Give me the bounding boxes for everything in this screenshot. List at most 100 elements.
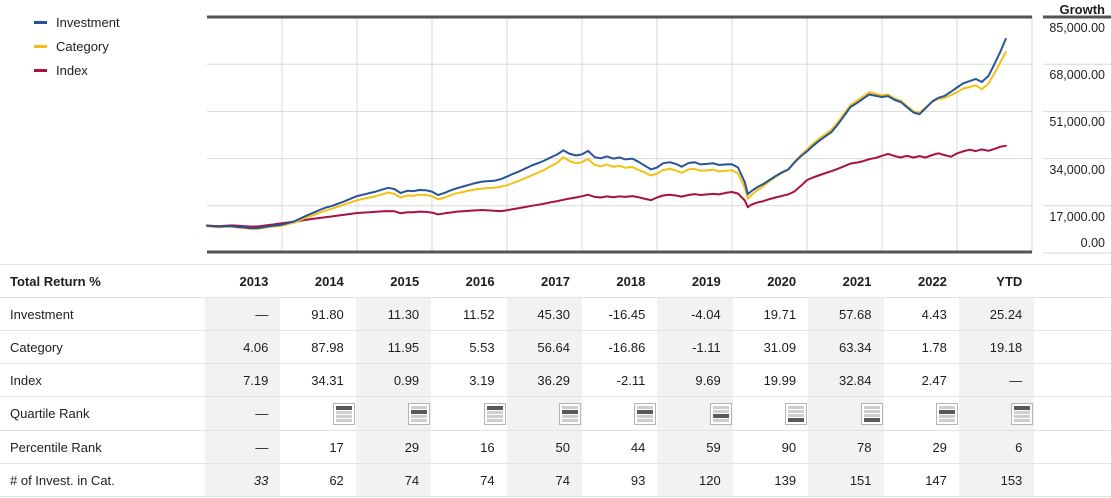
table-cell: 78 <box>808 431 884 463</box>
row-label: Investment <box>10 306 74 322</box>
table-cell: 90 <box>781 439 797 455</box>
table-cell: 11.30 <box>355 298 432 330</box>
quartile-band-selected <box>712 413 729 418</box>
table-cell: 91.80 <box>311 306 344 322</box>
growth-axis-tick-label: 34,000.00 <box>1049 162 1105 177</box>
table-title: Total Return % <box>10 273 101 289</box>
quartile-band-selected <box>938 409 955 414</box>
table-right-spacer <box>1034 265 1111 297</box>
table-cell: — <box>205 298 281 330</box>
legend-swatch-icon <box>34 20 47 24</box>
table-cell: 0.99 <box>355 364 432 396</box>
table-cell: 4.43 <box>921 306 947 322</box>
quartile-band <box>863 409 880 413</box>
quartile-cell <box>431 397 506 430</box>
column-header-2020: 2020 <box>767 273 797 289</box>
quartile-band <box>486 414 503 418</box>
quartile-cell <box>582 397 657 430</box>
table-header-row: Total Return % 2013 2014 2015 2016 2017 2018 20… <box>0 264 1111 298</box>
table-cell: 3.19 <box>469 372 495 388</box>
quartile-band <box>1014 418 1031 422</box>
table-cell: 29 <box>355 431 432 463</box>
table-cell: 11.52 <box>462 306 495 322</box>
table-row-index: Index 7.19 34.31 0.99 3.19 36.29 -2.11 9.69 19.9… <box>0 364 1111 397</box>
quartile-band <box>712 418 729 422</box>
row-label: # of Invest. in Cat. <box>10 472 115 488</box>
column-header-2017: 2017 <box>541 273 570 289</box>
quartile-band <box>486 410 503 414</box>
column-header-2016: 2016 <box>465 273 495 289</box>
quartile-cell <box>506 397 582 430</box>
quartile-band-selected <box>637 409 654 414</box>
chart-legend: Investment Category Index <box>34 10 120 82</box>
table-right-spacer <box>1034 298 1111 330</box>
row-label: Category <box>10 339 63 355</box>
table-cell: — <box>205 397 281 430</box>
table-cell: -16.86 <box>608 339 646 355</box>
table-right-spacer <box>1034 397 1111 430</box>
growth-axis-tick-label: 85,000.00 <box>1049 21 1105 35</box>
table-cell: 87.98 <box>311 339 344 355</box>
table-cell: 62 <box>329 472 344 488</box>
quartile-rank-icon-q1 <box>1011 402 1034 425</box>
quartile-rank-icon-q2 <box>634 402 657 425</box>
quartile-band <box>712 405 729 409</box>
quartile-band <box>637 414 654 418</box>
table-cell: 59 <box>657 431 733 463</box>
legend-label: Index <box>56 62 88 78</box>
table-right-spacer <box>1034 331 1111 363</box>
table-cell: — <box>205 431 281 463</box>
table-cell: 2.47 <box>921 372 947 388</box>
table-cell: 17 <box>329 439 344 455</box>
table-cell: -1.11 <box>657 331 733 363</box>
quartile-rank-icon-q2 <box>408 402 431 425</box>
table-row-investment: Investment — 91.80 11.30 11.52 45.30 -16.45 -4.… <box>0 298 1111 331</box>
table-right-spacer <box>1034 464 1111 496</box>
table-right-spacer <box>1034 431 1111 463</box>
table-right-spacer <box>1034 364 1111 396</box>
quartile-band <box>1014 410 1031 414</box>
table-cell: -16.45 <box>608 306 646 322</box>
table-cell: 4.06 <box>205 331 281 363</box>
quartile-rank-icon-q2 <box>935 402 958 425</box>
table-cell: 93 <box>630 472 646 488</box>
quartile-band <box>938 414 955 418</box>
column-header-2015: 2015 <box>390 273 420 289</box>
table-cell: 36.29 <box>506 364 582 396</box>
table-cell: 74 <box>506 464 582 496</box>
table-row--of-invest-in-cat-: # of Invest. in Cat. 33 62 74 74 74 93 120 139 15… <box>0 464 1111 497</box>
quartile-cell <box>958 397 1035 430</box>
table-cell: 29 <box>932 439 947 455</box>
quartile-band <box>335 418 352 422</box>
quartile-cell <box>657 397 733 430</box>
quartile-band-selected <box>788 417 805 422</box>
table-cell: 1.78 <box>921 339 947 355</box>
total-return-table: Total Return % 2013 2014 2015 2016 2017 2018 20… <box>0 264 1111 497</box>
table-cell: 139 <box>774 472 797 488</box>
table-cell: 50 <box>506 431 582 463</box>
growth-chart-plot <box>206 15 1111 254</box>
table-cell: -2.11 <box>616 372 646 388</box>
column-header-2019: 2019 <box>691 273 721 289</box>
table-cell: 6 <box>958 431 1035 463</box>
legend-item-category: Category <box>34 34 120 58</box>
quartile-cell <box>884 397 959 430</box>
column-header-2014: 2014 <box>314 273 344 289</box>
quartile-cell <box>280 397 355 430</box>
row-label: Quartile Rank <box>10 406 90 421</box>
quartile-band <box>561 418 578 422</box>
quartile-rank-icon-q4 <box>785 402 808 425</box>
table-cell: 7.19 <box>205 364 281 396</box>
table-cell: 57.68 <box>808 298 884 330</box>
quartile-band <box>637 405 654 409</box>
quartile-band <box>561 414 578 418</box>
table-cell: 74 <box>480 472 495 488</box>
quartile-cell <box>355 397 432 430</box>
quartile-band <box>788 405 805 409</box>
quartile-band <box>938 418 955 422</box>
legend-item-investment: Investment <box>34 10 120 34</box>
table-cell: 32.84 <box>808 364 884 396</box>
quartile-band <box>637 418 654 422</box>
quartile-rank-icon-q4 <box>860 402 883 425</box>
quartile-band <box>561 405 578 409</box>
